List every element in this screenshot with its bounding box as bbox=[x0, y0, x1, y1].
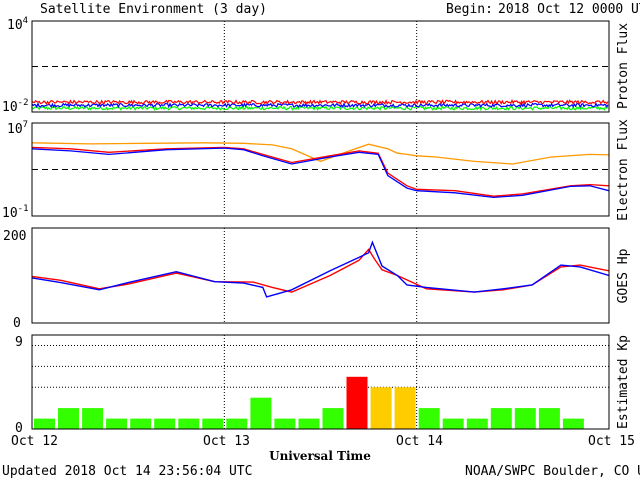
chart-title: Satellite Environment (3 day) bbox=[40, 2, 267, 17]
proton-ytick-bottom: 10-2 bbox=[2, 98, 29, 115]
goes-hp-ytick-bottom: 0 bbox=[13, 316, 21, 331]
kp-frame bbox=[31, 334, 610, 430]
electron-gridlines bbox=[223, 123, 418, 216]
goes-hp-gridlines bbox=[223, 228, 418, 323]
kp-ytick-bottom: 0 bbox=[15, 421, 23, 436]
kp-bar bbox=[346, 376, 368, 429]
x-axis-label: Universal Time bbox=[269, 449, 371, 463]
proton-ytick-top-base: 10 bbox=[7, 18, 23, 33]
proton-ytick-bottom-base: 10 bbox=[2, 100, 18, 115]
xtick-oct12: Oct 12 bbox=[11, 434, 58, 449]
electron-ytick-top: 107 bbox=[7, 120, 28, 137]
electron-series-red bbox=[32, 146, 609, 197]
electron-ytick-bottom: 10-1 bbox=[2, 204, 29, 221]
kp-bar bbox=[202, 418, 224, 429]
kp-bar bbox=[274, 418, 296, 429]
electron-ytick-bottom-exp: -1 bbox=[18, 204, 29, 214]
xtick-oct14: Oct 14 bbox=[396, 434, 443, 449]
goes-hp-series-blue bbox=[32, 240, 609, 298]
kp-bar bbox=[130, 418, 152, 429]
kp-bar bbox=[562, 418, 584, 429]
electron-ytick-top-exp: 7 bbox=[23, 120, 28, 130]
electron-ylabel: Electron Flux bbox=[616, 119, 631, 221]
kp-bar bbox=[490, 408, 512, 429]
kp-bar bbox=[466, 418, 488, 429]
kp-bar bbox=[178, 418, 200, 429]
credit-text: NOAA/SWPC Boulder, CO USA bbox=[465, 464, 640, 479]
electron-series-orange bbox=[32, 142, 609, 165]
electron-series-blue bbox=[32, 147, 609, 199]
electron-ytick-top-base: 10 bbox=[7, 122, 23, 137]
kp-bar bbox=[394, 387, 416, 429]
kp-bar bbox=[322, 408, 344, 429]
kp-bar bbox=[106, 418, 128, 429]
kp-bar bbox=[370, 387, 392, 429]
proton-series bbox=[32, 98, 609, 111]
electron-ytick-bottom-base: 10 bbox=[2, 206, 18, 221]
kp-bar bbox=[514, 408, 536, 429]
proton-flux-panel: 104 10-2 Proton Flux bbox=[2, 16, 631, 115]
kp-bar bbox=[154, 418, 176, 429]
goes-hp-panel: 200 0 GOES Hp bbox=[3, 227, 631, 331]
kp-panel: 9 0 Estimated Kp bbox=[15, 334, 631, 436]
proton-ytick-top: 104 bbox=[7, 16, 28, 33]
electron-series bbox=[32, 142, 609, 199]
kp-bar bbox=[538, 408, 560, 429]
proton-frame bbox=[31, 20, 610, 113]
kp-bar bbox=[34, 418, 55, 429]
kp-bar bbox=[442, 418, 464, 429]
x-axis: Oct 12 Oct 13 Oct 14 Oct 15 Universal Ti… bbox=[11, 434, 635, 463]
proton-series-blue bbox=[32, 102, 609, 109]
begin-label: Begin: bbox=[446, 2, 493, 17]
goes-hp-ytick-top: 200 bbox=[3, 229, 26, 244]
proton-ylabel: Proton Flux bbox=[616, 23, 631, 109]
xtick-oct13: Oct 13 bbox=[203, 434, 250, 449]
proton-series-green bbox=[32, 105, 609, 111]
goes-hp-frame bbox=[31, 227, 610, 324]
xtick-oct15: Oct 15 bbox=[588, 434, 635, 449]
electron-flux-panel: 107 10-1 Electron Flux bbox=[2, 119, 631, 221]
goes-hp-series bbox=[32, 240, 609, 298]
kp-bars bbox=[34, 376, 584, 429]
kp-bar bbox=[250, 397, 272, 429]
proton-ytick-bottom-exp: -2 bbox=[18, 98, 29, 108]
kp-ylabel: Estimated Kp bbox=[616, 335, 631, 429]
kp-gridlines bbox=[32, 335, 609, 429]
updated-timestamp: Updated 2018 Oct 14 23:56:04 UTC bbox=[2, 464, 252, 479]
goes-hp-ylabel: GOES Hp bbox=[616, 248, 631, 303]
proton-ytick-top-exp: 4 bbox=[23, 16, 28, 26]
kp-bar bbox=[82, 408, 104, 429]
kp-bar bbox=[58, 408, 79, 429]
kp-bar bbox=[226, 418, 248, 429]
kp-ytick-top: 9 bbox=[15, 335, 23, 350]
begin-value: 2018 Oct 12 0000 UTC bbox=[498, 2, 640, 17]
electron-frame bbox=[31, 122, 610, 217]
kp-bar bbox=[298, 418, 320, 429]
kp-bar bbox=[418, 408, 440, 429]
proton-series-red bbox=[32, 98, 609, 106]
